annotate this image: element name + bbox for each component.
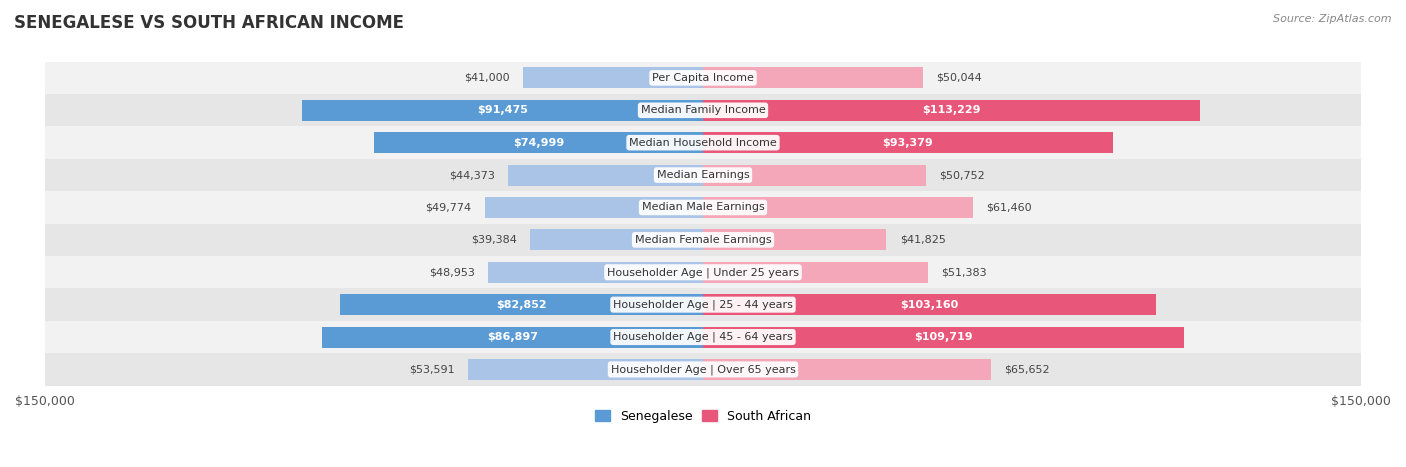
Bar: [468, 359, 703, 380]
Text: $65,652: $65,652: [1004, 364, 1050, 375]
Text: Median Female Earnings: Median Female Earnings: [634, 235, 772, 245]
Text: $91,475: $91,475: [477, 105, 527, 115]
Bar: [703, 262, 928, 283]
Text: $39,384: $39,384: [471, 235, 517, 245]
Bar: [703, 294, 1156, 315]
Text: $109,719: $109,719: [914, 332, 973, 342]
Bar: [45, 256, 1361, 289]
Bar: [703, 359, 991, 380]
Text: Householder Age | 25 - 44 years: Householder Age | 25 - 44 years: [613, 299, 793, 310]
Bar: [45, 321, 1361, 353]
Bar: [45, 94, 1361, 127]
Text: $49,774: $49,774: [426, 203, 471, 212]
Text: $51,383: $51,383: [942, 267, 987, 277]
Text: Median Family Income: Median Family Income: [641, 105, 765, 115]
Bar: [523, 67, 703, 88]
Text: $93,379: $93,379: [883, 138, 934, 148]
Bar: [302, 100, 703, 121]
Bar: [45, 62, 1361, 94]
Text: Householder Age | 45 - 64 years: Householder Age | 45 - 64 years: [613, 332, 793, 342]
Text: $82,852: $82,852: [496, 300, 547, 310]
Text: $41,825: $41,825: [900, 235, 945, 245]
Text: $53,591: $53,591: [409, 364, 454, 375]
Text: $103,160: $103,160: [900, 300, 959, 310]
Bar: [509, 164, 703, 185]
Bar: [45, 127, 1361, 159]
Bar: [703, 164, 925, 185]
Bar: [45, 353, 1361, 386]
Bar: [703, 67, 922, 88]
Bar: [703, 132, 1112, 153]
Text: $86,897: $86,897: [486, 332, 538, 342]
Text: Median Male Earnings: Median Male Earnings: [641, 203, 765, 212]
Text: Median Household Income: Median Household Income: [628, 138, 778, 148]
Bar: [322, 326, 703, 347]
Bar: [530, 229, 703, 250]
Text: $44,373: $44,373: [450, 170, 495, 180]
Text: $50,752: $50,752: [939, 170, 984, 180]
Text: $113,229: $113,229: [922, 105, 980, 115]
Text: Householder Age | Under 25 years: Householder Age | Under 25 years: [607, 267, 799, 277]
Bar: [45, 191, 1361, 224]
Text: $61,460: $61,460: [986, 203, 1032, 212]
Bar: [485, 197, 703, 218]
Legend: Senegalese, South African: Senegalese, South African: [589, 405, 817, 428]
Text: Householder Age | Over 65 years: Householder Age | Over 65 years: [610, 364, 796, 375]
Bar: [339, 294, 703, 315]
Bar: [45, 224, 1361, 256]
Bar: [703, 197, 973, 218]
Text: Source: ZipAtlas.com: Source: ZipAtlas.com: [1274, 14, 1392, 24]
Bar: [45, 289, 1361, 321]
Text: $74,999: $74,999: [513, 138, 564, 148]
Text: $41,000: $41,000: [464, 73, 510, 83]
Bar: [703, 100, 1199, 121]
Text: Per Capita Income: Per Capita Income: [652, 73, 754, 83]
Bar: [703, 326, 1184, 347]
Text: $50,044: $50,044: [936, 73, 981, 83]
Bar: [374, 132, 703, 153]
Bar: [703, 229, 887, 250]
Text: SENEGALESE VS SOUTH AFRICAN INCOME: SENEGALESE VS SOUTH AFRICAN INCOME: [14, 14, 404, 32]
Text: Median Earnings: Median Earnings: [657, 170, 749, 180]
Text: $48,953: $48,953: [429, 267, 475, 277]
Bar: [45, 159, 1361, 191]
Bar: [488, 262, 703, 283]
